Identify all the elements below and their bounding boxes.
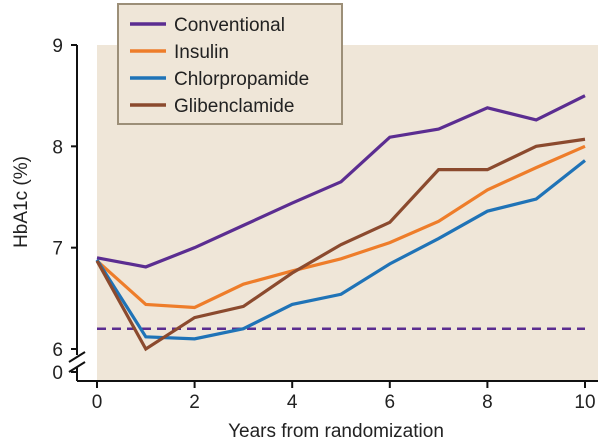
x-tick-label: 10 — [574, 392, 595, 413]
legend-label-conventional: Conventional — [174, 15, 285, 36]
legend-label-insulin: Insulin — [174, 42, 229, 63]
x-tick-label: 6 — [385, 392, 396, 413]
x-tick-label: 8 — [482, 392, 493, 413]
y-tick-label: 7 — [52, 239, 63, 260]
y-axis-title: HbA1c (%) — [11, 156, 32, 248]
y-tick-label-zero: 0 — [52, 363, 63, 384]
x-tick-label: 4 — [287, 392, 298, 413]
x-tick-label: 2 — [189, 392, 200, 413]
legend: Conventional Insulin Chlorpropamide Glibenc… — [118, 4, 342, 124]
legend-label-chlorpropamide: Chlorpropamide — [174, 69, 309, 90]
y-tick-label: 9 — [52, 36, 63, 57]
y-tick-label: 6 — [52, 340, 63, 361]
legend-label-glibenclamide: Glibenclamide — [174, 96, 294, 117]
x-axis-title: Years from randomization — [228, 421, 444, 442]
x-tick-label: 0 — [92, 392, 103, 413]
y-tick-label: 8 — [52, 137, 63, 158]
